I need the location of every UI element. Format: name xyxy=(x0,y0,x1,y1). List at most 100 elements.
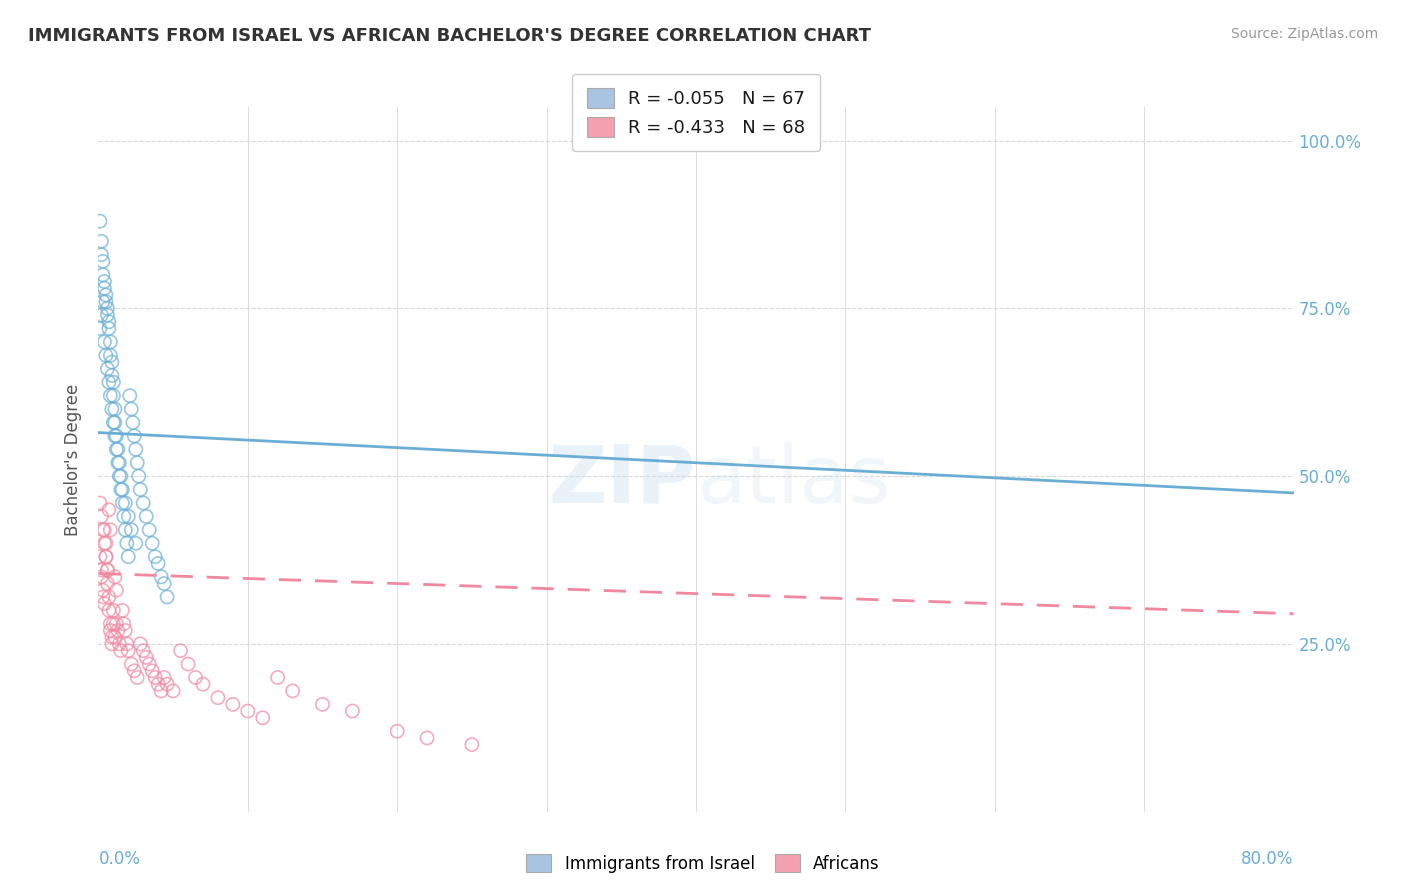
Point xyxy=(93,597,115,611)
Point xyxy=(132,496,155,510)
Point xyxy=(96,361,118,376)
Point xyxy=(141,536,163,550)
Point xyxy=(96,563,118,577)
Point xyxy=(110,643,132,657)
Legend: R = -0.055   N = 67, R = -0.433   N = 68: R = -0.055 N = 67, R = -0.433 N = 68 xyxy=(572,74,820,152)
Point xyxy=(148,557,170,571)
Point xyxy=(90,234,112,248)
Point xyxy=(138,523,160,537)
Point xyxy=(105,442,128,457)
Point xyxy=(121,416,143,430)
Point xyxy=(93,523,115,537)
Point xyxy=(115,536,138,550)
Point xyxy=(91,294,114,309)
Point xyxy=(108,469,131,483)
Point xyxy=(114,496,136,510)
Point xyxy=(125,442,148,457)
Point xyxy=(114,624,136,638)
Point xyxy=(111,603,134,617)
Point xyxy=(385,724,409,739)
Point xyxy=(107,624,129,638)
Point xyxy=(120,657,142,671)
Point xyxy=(98,616,122,631)
Point xyxy=(150,684,173,698)
Point xyxy=(90,308,112,322)
Point xyxy=(162,684,184,698)
Point xyxy=(104,429,127,443)
Point xyxy=(156,677,179,691)
Point xyxy=(281,684,304,698)
Point xyxy=(89,321,111,335)
Text: 80.0%: 80.0% xyxy=(1241,850,1294,869)
Point xyxy=(103,375,125,389)
Text: 0.0%: 0.0% xyxy=(98,850,141,869)
Point xyxy=(148,677,170,691)
Point xyxy=(93,281,115,295)
Point xyxy=(108,637,131,651)
Point xyxy=(103,603,125,617)
Point xyxy=(98,523,122,537)
Point xyxy=(103,616,125,631)
Point xyxy=(141,664,163,678)
Point xyxy=(114,523,136,537)
Point xyxy=(125,536,148,550)
Point xyxy=(111,483,134,497)
Point xyxy=(105,583,128,598)
Point xyxy=(143,671,166,685)
Point xyxy=(191,677,214,691)
Point xyxy=(110,469,132,483)
Text: atlas: atlas xyxy=(696,442,890,519)
Point xyxy=(98,624,122,638)
Point xyxy=(177,657,200,671)
Point xyxy=(252,711,274,725)
Point xyxy=(101,355,124,369)
Point xyxy=(90,570,112,584)
Point xyxy=(101,402,124,417)
Point xyxy=(117,643,139,657)
Point xyxy=(112,616,135,631)
Point xyxy=(89,214,111,228)
Point xyxy=(117,509,139,524)
Point xyxy=(104,416,127,430)
Point xyxy=(101,368,124,383)
Point xyxy=(124,429,146,443)
Point xyxy=(169,643,191,657)
Point xyxy=(98,348,122,362)
Y-axis label: Bachelor's Degree: Bachelor's Degree xyxy=(65,384,83,535)
Point xyxy=(107,456,129,470)
Point xyxy=(416,731,439,745)
Point xyxy=(101,637,124,651)
Point xyxy=(105,429,128,443)
Point xyxy=(150,570,173,584)
Point xyxy=(138,657,160,671)
Point xyxy=(104,570,127,584)
Point xyxy=(135,650,157,665)
Point xyxy=(132,643,155,657)
Point xyxy=(236,704,259,718)
Point xyxy=(94,288,117,302)
Point xyxy=(89,549,111,564)
Point xyxy=(311,698,333,712)
Point xyxy=(118,389,141,403)
Point xyxy=(127,671,149,685)
Point xyxy=(90,509,112,524)
Point xyxy=(112,509,135,524)
Point xyxy=(120,523,142,537)
Point xyxy=(105,616,128,631)
Point xyxy=(97,502,120,516)
Point xyxy=(461,738,484,752)
Point xyxy=(101,630,124,644)
Point xyxy=(97,315,120,329)
Point xyxy=(91,583,114,598)
Point xyxy=(89,496,111,510)
Point xyxy=(96,576,118,591)
Text: Source: ZipAtlas.com: Source: ZipAtlas.com xyxy=(1230,27,1378,41)
Legend: Immigrants from Israel, Africans: Immigrants from Israel, Africans xyxy=(520,847,886,880)
Point xyxy=(91,254,114,268)
Point xyxy=(108,456,131,470)
Text: ZIP: ZIP xyxy=(548,442,696,519)
Point xyxy=(107,442,129,457)
Point xyxy=(96,563,118,577)
Point xyxy=(207,690,229,705)
Point xyxy=(104,402,127,417)
